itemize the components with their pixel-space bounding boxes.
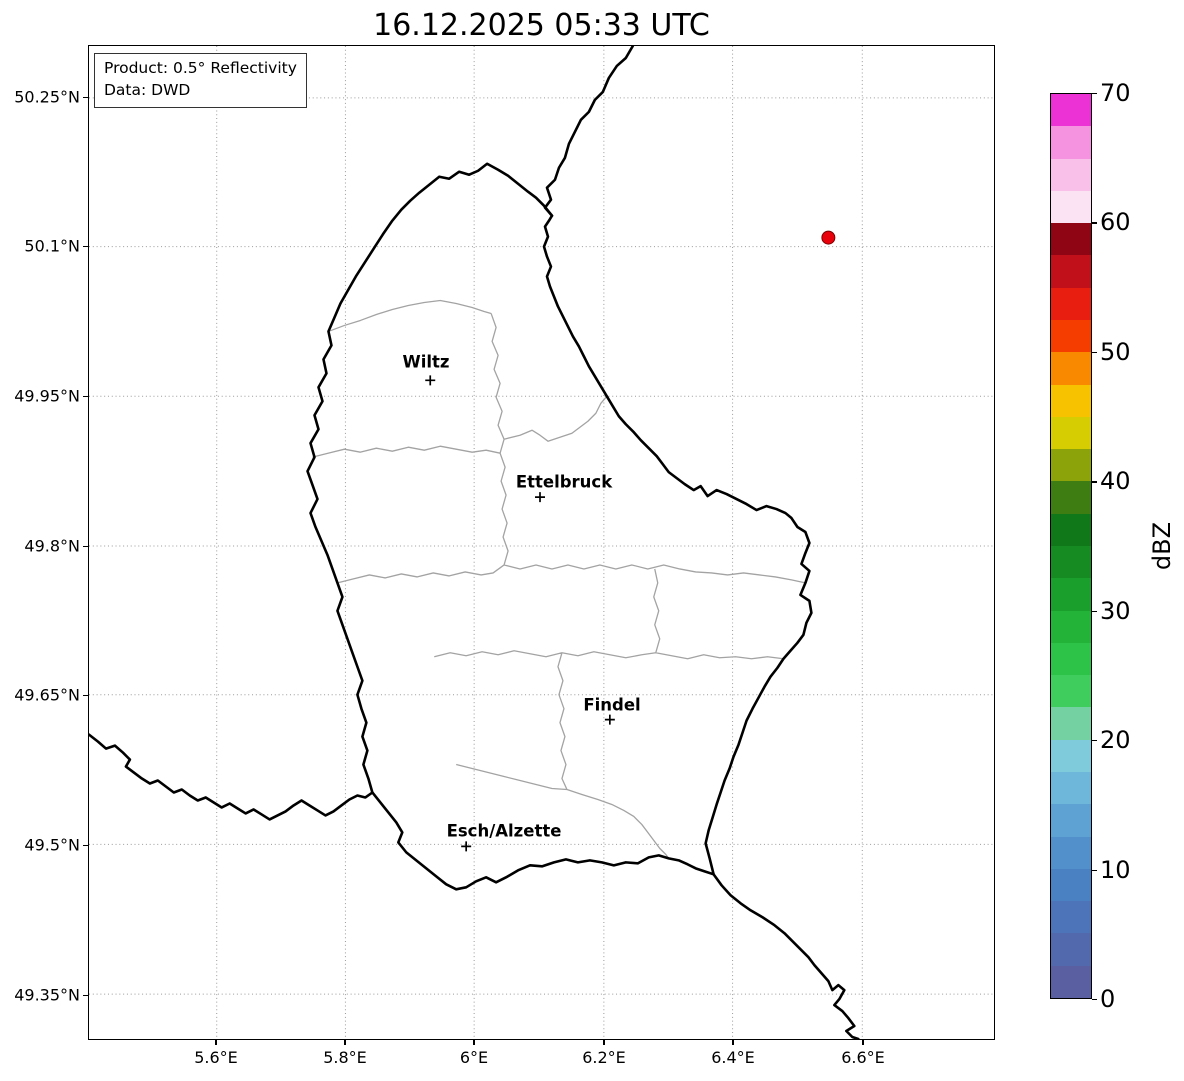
colorbar-tick-mark <box>1092 740 1097 742</box>
colorbar-segment <box>1051 674 1091 708</box>
y-tick-label: 50.25°N <box>14 87 80 107</box>
data-source-line: Data: DWD <box>104 81 191 100</box>
colorbar-tick-label: 70 <box>1100 79 1131 107</box>
colorbar-segment <box>1051 480 1091 514</box>
city-label: Ettelbruck <box>515 472 613 492</box>
map-plot: Product: 0.5° Reflectivity Data: DWD Wil… <box>88 45 995 1040</box>
colorbar-segment <box>1051 803 1091 837</box>
x-axis-tick-mark <box>473 1040 475 1045</box>
city-marker <box>461 841 472 852</box>
figure-title: 16.12.2025 05:33 UTC <box>373 8 710 43</box>
gridlines <box>89 46 994 1039</box>
city-markers <box>425 375 615 852</box>
x-tick-label: 5.6°E <box>194 1048 238 1067</box>
y-tick-label: 49.35°N <box>14 985 80 1005</box>
colorbar-tick-mark <box>1092 481 1097 483</box>
luxembourg-map-svg <box>89 46 994 1039</box>
colorbar <box>1050 93 1092 999</box>
x-axis-tick-mark <box>862 1040 864 1045</box>
colorbar-tick-label: 30 <box>1100 596 1131 625</box>
colorbar-segments <box>1051 94 1091 998</box>
colorbar-tick-label: 40 <box>1100 467 1131 496</box>
city-marker <box>535 492 545 503</box>
border-extension-north <box>543 46 635 217</box>
radar-echo-dot <box>821 230 836 245</box>
colorbar-segment <box>1051 900 1091 934</box>
colorbar-segment <box>1051 222 1091 256</box>
colorbar-segment <box>1051 319 1091 353</box>
colorbar-tick-mark <box>1092 999 1097 1001</box>
colorbar-segment <box>1051 577 1091 611</box>
district-borders <box>312 299 806 859</box>
x-tick-label: 6.4°E <box>711 1048 755 1067</box>
colorbar-segment <box>1051 771 1091 805</box>
colorbar-segment <box>1051 512 1091 546</box>
city-label: Esch/Alzette <box>446 821 562 841</box>
radar-echo-layer <box>821 230 836 245</box>
y-tick-label: 49.5°N <box>24 835 80 855</box>
colorbar-segment <box>1051 125 1091 159</box>
colorbar-segment <box>1051 286 1091 320</box>
colorbar-tick-label: 0 <box>1100 985 1116 1013</box>
colorbar-tick-mark <box>1092 93 1097 95</box>
city-label: Wiltz <box>402 352 450 372</box>
colorbar-segment <box>1051 94 1091 127</box>
colorbar-tick-mark <box>1092 610 1097 612</box>
colorbar-tick-mark <box>1092 869 1097 871</box>
x-axis-tick-mark <box>344 1040 346 1045</box>
x-tick-label: 6.6°E <box>841 1048 885 1067</box>
border-extension-southeast <box>712 873 860 1039</box>
colorbar-tick-label: 10 <box>1100 855 1131 884</box>
x-axis-tick-mark <box>603 1040 605 1045</box>
y-tick-label: 49.8°N <box>24 536 80 556</box>
x-tick-label: 6.2°E <box>582 1048 626 1067</box>
colorbar-segment <box>1051 932 1091 966</box>
product-line: Product: 0.5° Reflectivity <box>104 59 297 77</box>
colorbar-segment <box>1051 383 1091 417</box>
colorbar-segment <box>1051 867 1091 902</box>
y-tick-label: 50.1°N <box>24 236 80 256</box>
x-axis-tick-mark <box>732 1040 734 1045</box>
colorbar-segment <box>1051 351 1091 385</box>
colorbar-segment <box>1051 738 1091 772</box>
colorbar-segment <box>1051 254 1091 288</box>
district-border-lines <box>312 299 806 859</box>
x-axis-tick-mark <box>215 1040 217 1045</box>
colorbar-segment <box>1051 964 1091 998</box>
colorbar-segment <box>1051 415 1091 450</box>
colorbar-segment <box>1051 835 1091 869</box>
colorbar-tick-label: 20 <box>1100 726 1131 755</box>
x-tick-label: 5.8°E <box>323 1048 367 1067</box>
colorbar-tick-mark <box>1092 351 1097 354</box>
colorbar-segment <box>1051 641 1091 676</box>
colorbar-segment <box>1051 448 1091 482</box>
colorbar-segment <box>1051 157 1091 191</box>
border-extension-southwest <box>89 733 374 821</box>
city-marker <box>425 375 436 386</box>
colorbar-tick-mark <box>1092 222 1097 224</box>
luxembourg-border <box>306 162 813 891</box>
colorbar-segment <box>1051 545 1091 579</box>
city-marker <box>604 714 615 725</box>
colorbar-segment <box>1051 189 1091 224</box>
colorbar-tick-label: 50 <box>1100 337 1131 366</box>
colorbar-tick-label: 60 <box>1100 208 1131 237</box>
y-tick-label: 49.65°N <box>14 685 80 705</box>
x-tick-label: 6°E <box>459 1048 489 1067</box>
y-tick-label: 49.95°N <box>14 386 80 406</box>
colorbar-axis-label: dBZ <box>1148 521 1176 571</box>
country-borders <box>89 46 860 1039</box>
colorbar-segment <box>1051 609 1091 643</box>
city-label: Findel <box>583 695 641 715</box>
product-info-box: Product: 0.5° Reflectivity Data: DWD <box>94 53 307 108</box>
colorbar-segment <box>1051 706 1091 740</box>
